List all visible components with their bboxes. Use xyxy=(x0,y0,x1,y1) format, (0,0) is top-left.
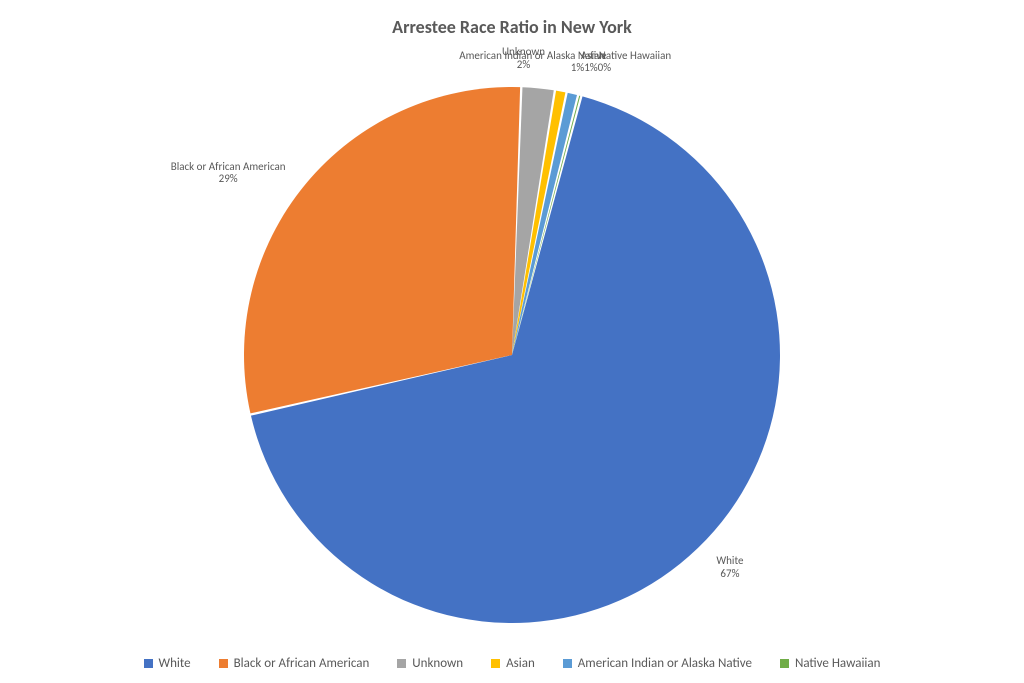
pie-chart xyxy=(0,0,1024,683)
legend-swatch xyxy=(491,659,500,668)
legend-label: Asian xyxy=(506,656,535,671)
legend-label: Unknown xyxy=(412,656,463,671)
legend-swatch xyxy=(397,659,406,668)
legend-item: American Indian or Alaska Native xyxy=(563,656,752,671)
legend-item: White xyxy=(144,656,191,671)
label-white: White67% xyxy=(716,555,743,580)
label-cluster-pct: 1%1%0% xyxy=(571,62,611,75)
legend-item: Unknown xyxy=(397,656,463,671)
legend-swatch xyxy=(780,659,789,668)
legend-label: Native Hawaiian xyxy=(795,656,881,671)
legend-swatch xyxy=(219,659,228,668)
legend-label: Black or African American xyxy=(234,656,370,671)
label-black: Black or African American29% xyxy=(171,161,286,186)
legend-item: Black or African American xyxy=(219,656,370,671)
legend-item: Asian xyxy=(491,656,535,671)
legend-item: Native Hawaiian xyxy=(780,656,881,671)
legend-label: American Indian or Alaska Native xyxy=(578,656,752,671)
legend-label: White xyxy=(159,656,191,671)
legend-swatch xyxy=(144,659,153,668)
chart-container: Arrestee Race Ratio in New York White67%… xyxy=(0,0,1024,683)
legend-swatch xyxy=(563,659,572,668)
legend: White Black or African American Unknown Asi… xyxy=(0,656,1024,671)
